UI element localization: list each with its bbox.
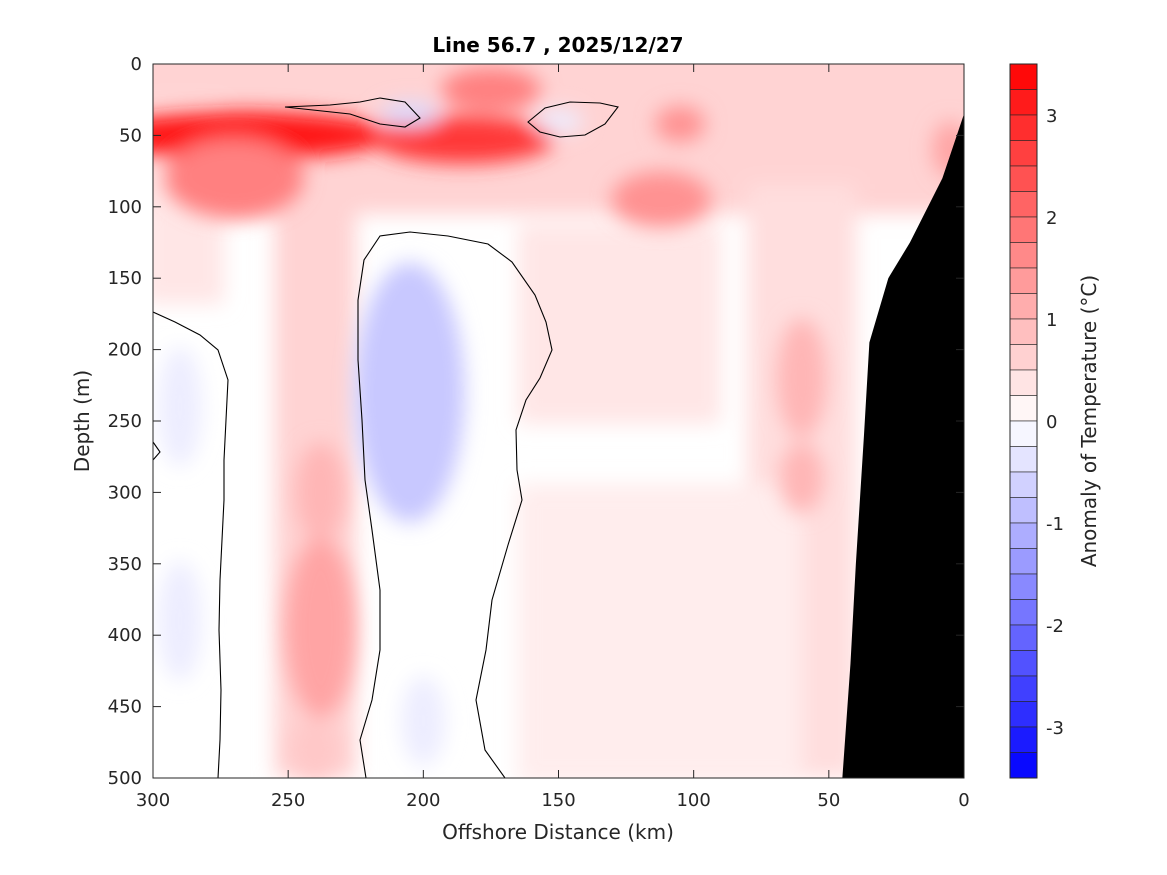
x-tick-label: 250: [271, 790, 305, 811]
colorbar-tick-label: -2: [1046, 616, 1064, 637]
colorbar-segment: [1009, 63, 1038, 90]
anomaly-cold-core: [533, 109, 584, 134]
anomaly-warm-core: [440, 67, 541, 112]
colorbar-segment: [1009, 726, 1038, 753]
colorbar-segment: [1009, 114, 1038, 141]
colorbar-tick-label: -1: [1046, 514, 1064, 535]
anomaly-warm-core: [611, 171, 712, 228]
y-axis: 0 50 100 150 200 250 300 350 400 450 500: [108, 54, 964, 789]
y-tick-label: 0: [131, 54, 142, 75]
colorbar-segment: [1009, 675, 1038, 702]
colorbar-segment: [1009, 650, 1038, 677]
colorbar-segment: [1009, 242, 1038, 269]
warm-patch-deep: [517, 484, 802, 778]
land-mask: [842, 113, 964, 778]
colorbar-tick-label: 3: [1046, 106, 1057, 127]
warm-patch-mid: [517, 224, 721, 424]
colorbar-segment: [1009, 395, 1038, 422]
colorbar-segment: [1009, 752, 1038, 779]
zero-contour-cold-lens-a: [284, 97, 421, 128]
anomaly-warm-core: [779, 443, 824, 514]
anomaly-warm-core: [290, 719, 341, 778]
anomaly-warm-core: [776, 318, 827, 439]
colorbar-segment: [1009, 267, 1038, 294]
colorbar-segment: [1009, 344, 1038, 371]
y-tick-label: 350: [108, 554, 142, 575]
anomaly-blobs: [153, 67, 964, 778]
colorbar-segment: [1009, 446, 1038, 473]
colorbar-segment: [1009, 548, 1038, 575]
anomaly-cold-core: [158, 560, 203, 681]
anomaly-cold-core: [401, 675, 446, 766]
colorbar: 3 2 1 0 -1 -2 -3: [1009, 63, 1064, 779]
colorbar-segment: [1009, 369, 1038, 396]
anomaly-warm-core: [655, 105, 706, 142]
y-axis-label: Depth (m): [70, 370, 94, 472]
y-tick-label: 400: [108, 625, 142, 646]
colorbar-segment: [1009, 599, 1038, 626]
colorbar-segment: [1009, 318, 1038, 345]
colorbar-segment: [1009, 497, 1038, 524]
x-axis-label: Offshore Distance (km): [442, 820, 674, 844]
colorbar-segment: [1009, 140, 1038, 167]
colorbar-segment: [1009, 420, 1038, 447]
colorbar-segment: [1009, 701, 1038, 728]
colorbar-segment: [1009, 522, 1038, 549]
colorbar-segment: [1009, 471, 1038, 498]
x-tick-label: 100: [676, 790, 710, 811]
background-warm-band: [153, 64, 964, 778]
anomaly-warm-core: [285, 538, 356, 719]
anomaly-field: [153, 64, 964, 778]
colorbar-segment: [1009, 293, 1038, 320]
y-tick-label: 250: [108, 411, 142, 432]
colorbar-tick-label: 2: [1046, 208, 1057, 229]
anomaly-cold-core: [379, 101, 440, 126]
zero-contour-notch: [153, 441, 161, 461]
anomaly-cold-core: [158, 346, 203, 467]
colorbar-tick-label: -3: [1046, 718, 1064, 739]
anomaly-warm-core: [295, 442, 346, 543]
x-tick-label: 150: [541, 790, 575, 811]
plot-area: [152, 63, 965, 779]
y-tick-label: 450: [108, 697, 142, 718]
y-tick-label: 200: [108, 340, 142, 361]
y-tick-label: 300: [108, 482, 142, 503]
colorbar-segment: [1009, 191, 1038, 218]
anomaly-warm-core: [164, 138, 305, 219]
colorbar-segment: [1009, 624, 1038, 651]
y-tick-label: 500: [108, 768, 142, 789]
colorbar-frame: [1009, 63, 1038, 779]
zero-contour-west: [153, 311, 229, 778]
colorbar-segment: [1009, 216, 1038, 243]
x-tick-label: 0: [958, 790, 969, 811]
x-axis: 300 250 200 150 100 50 0: [136, 64, 970, 811]
colorbar-segment: [1009, 573, 1038, 600]
zero-contour-cold-core: [357, 231, 553, 778]
colorbar-segment: [1009, 165, 1038, 192]
colorbar-tick-label: 0: [1046, 412, 1057, 433]
x-tick-label: 300: [136, 790, 170, 811]
anomaly-cold-core: [354, 262, 465, 523]
colorbar-label: Anomaly of Temperature (°C): [1077, 275, 1101, 567]
x-tick-label: 200: [406, 790, 440, 811]
y-tick-label: 150: [108, 268, 142, 289]
chart-title: Line 56.7 , 2025/12/27: [432, 33, 683, 57]
zero-contour-cold-lens-b: [527, 101, 619, 138]
y-tick-label: 100: [108, 197, 142, 218]
x-tick-label: 50: [817, 790, 840, 811]
y-tick-label: 50: [119, 125, 142, 146]
colorbar-tick-label: 1: [1046, 310, 1057, 331]
anomaly-warm-core: [373, 115, 554, 164]
colorbar-segment: [1009, 89, 1038, 116]
